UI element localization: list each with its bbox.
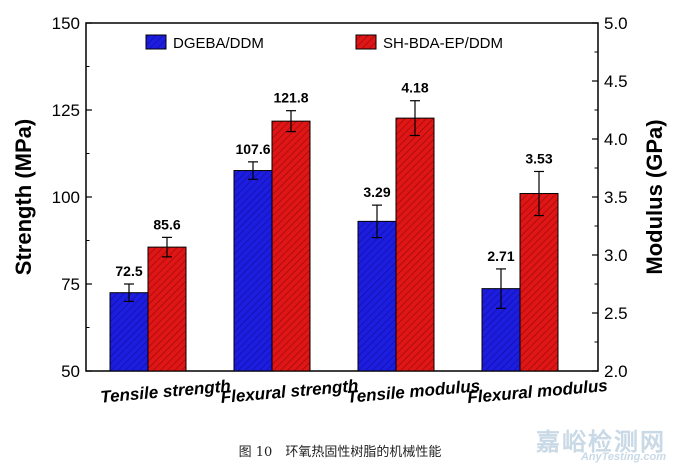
figure-caption: 图 10 环氧热固性树脂的机械性能 — [238, 445, 442, 460]
y2-axis-title: Modulus (GPa) — [642, 119, 667, 274]
data-label: 121.8 — [273, 90, 308, 106]
legend-label: DGEBA/DDM — [173, 35, 264, 52]
bar-chart: 50 75 100 125 150 2.0 2.5 3.0 3.5 4.0 4.5 5.0 Streng… — [11, 14, 667, 407]
y-tick-label: 100 — [52, 188, 80, 207]
data-label: 4.18 — [401, 80, 428, 96]
y-tick-label: 150 — [52, 14, 80, 33]
y-tick-label: 50 — [61, 362, 80, 381]
data-label: 107.6 — [235, 141, 270, 157]
y2-tick-label: 3.0 — [604, 246, 628, 265]
y2-tick-label: 5.0 — [604, 14, 628, 33]
x-category-label: Flexural modulus — [467, 376, 609, 407]
data-label: 3.53 — [525, 150, 552, 166]
y2-tick-label: 4.0 — [604, 130, 628, 149]
bar-SH-BDA-EP/DDM — [271, 120, 311, 372]
y2-tick-label: 2.5 — [604, 304, 628, 323]
y2-tick-label: 4.5 — [604, 72, 628, 91]
legend-swatch-DGEBA/DDM — [145, 34, 167, 50]
bar-SH-BDA-EP/DDM — [519, 193, 559, 372]
data-label: 72.5 — [115, 263, 142, 279]
watermark-logo-en: AnyTesting.com — [580, 451, 666, 463]
bar-DGEBA/DDM — [357, 220, 397, 372]
x-category-label: Tensile strength — [100, 376, 232, 406]
bar-DGEBA/DDM — [233, 170, 273, 372]
bar-SH-BDA-EP/DDM — [395, 117, 435, 372]
data-label: 85.6 — [153, 216, 180, 232]
bar-DGEBA/DDM — [109, 292, 149, 372]
legend-swatch-SH-BDA-EP/DDM — [355, 34, 377, 50]
x-category-label: Tensile modulus — [346, 376, 481, 407]
x-category-label: Flexural strength — [220, 376, 359, 407]
y-axis-title: Strength (MPa) — [11, 119, 36, 275]
watermark-logo-cn: 嘉峪检测网 — [536, 428, 666, 456]
data-label: 3.29 — [363, 184, 390, 200]
legend-label: SH-BDA-EP/DDM — [383, 35, 503, 52]
data-label: 2.71 — [487, 248, 514, 264]
y2-tick-label: 3.5 — [604, 188, 628, 207]
y2-tick-label: 2.0 — [604, 362, 628, 381]
y-tick-label: 75 — [61, 275, 80, 294]
y-tick-label: 125 — [52, 101, 80, 120]
bar-SH-BDA-EP/DDM — [147, 246, 187, 372]
